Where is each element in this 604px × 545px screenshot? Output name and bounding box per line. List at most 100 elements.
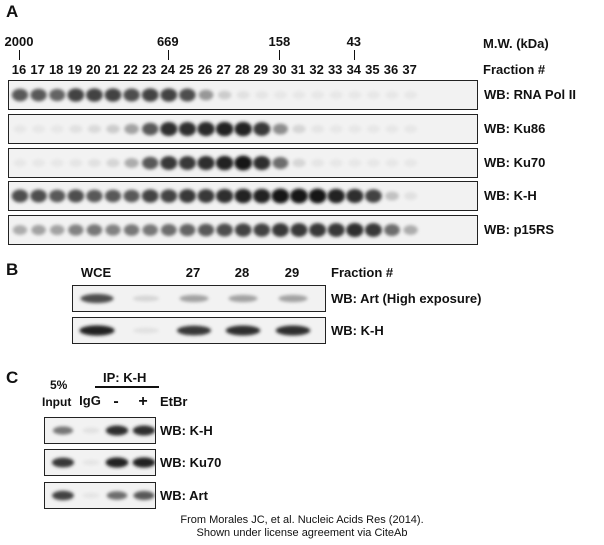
blot-a-5-band-2 — [31, 224, 46, 236]
blot-b-2-band-4 — [225, 325, 261, 336]
credit-line-2: Shown under license agreement via CiteAb — [196, 527, 408, 539]
blot-b-2-label: WB: K-H — [331, 322, 384, 338]
mw-tick-43 — [353, 50, 355, 60]
blot-a-5-band-5 — [86, 224, 103, 236]
blot-a-2-band-12 — [215, 121, 234, 137]
blot-a-5-band-18 — [327, 223, 345, 237]
blot-a-5-band-17 — [309, 223, 327, 237]
blot-a-5-band-16 — [290, 223, 308, 237]
blot-a-3-band-11 — [197, 156, 215, 170]
blot-a-1-band-21 — [385, 91, 399, 99]
blot-a-2-band-4 — [69, 124, 83, 134]
blot-a-3-band-17 — [311, 159, 325, 167]
blot-a-3-band-8 — [142, 156, 159, 170]
blot-a-3-band-7 — [124, 158, 139, 168]
blot-a-1-band-5 — [85, 88, 103, 102]
lane-b-27: 27 — [185, 265, 201, 280]
blot-c-2-band-1 — [51, 457, 75, 468]
blot-c-1-band-1 — [52, 426, 74, 435]
blot-b-2-band-5 — [275, 325, 311, 336]
blot-a-2-band-2 — [32, 125, 46, 133]
blot-a-4-band-3 — [49, 189, 66, 203]
blot-a-1-band-14 — [255, 91, 269, 99]
blot-b-1-band-4 — [228, 294, 258, 303]
blot-a-5-band-8 — [142, 224, 158, 236]
blot-a-4-band-4 — [67, 189, 85, 203]
blot-a-4 — [8, 181, 478, 211]
fraction-label-29: 29 — [253, 62, 269, 77]
blot-c-3 — [44, 482, 156, 509]
blot-a-2-band-1 — [13, 125, 27, 133]
blot-a-2-band-16 — [292, 124, 306, 134]
blot-a-5-band-4 — [68, 224, 84, 236]
blot-a-4-band-13 — [234, 188, 252, 204]
blot-a-5-band-13 — [234, 223, 252, 237]
blot-a-4-band-18 — [327, 188, 345, 204]
blot-a-1-band-4 — [67, 88, 85, 102]
blot-a-2-band-15 — [272, 123, 288, 135]
fraction-label-20: 20 — [86, 62, 101, 77]
blot-b-1-band-1 — [80, 293, 114, 304]
blot-a-4-band-6 — [104, 189, 122, 203]
ip-label: IP: K-H — [103, 370, 147, 385]
fraction-label-24: 24 — [160, 62, 176, 77]
blot-a-1-band-20 — [366, 91, 380, 99]
blot-c-3-band-3 — [106, 491, 128, 500]
blot-a-2-band-21 — [385, 125, 399, 133]
blot-a-5-band-20 — [364, 223, 382, 237]
blot-a-3-band-15 — [272, 157, 289, 169]
fraction-label-21: 21 — [104, 62, 120, 77]
blot-a-3 — [8, 148, 478, 178]
blot-a-1-band-9 — [160, 88, 178, 102]
blot-a-1-band-6 — [104, 88, 122, 102]
panel-c-letter: C — [6, 368, 19, 387]
blot-a-5-band-9 — [160, 224, 177, 236]
blot-a-3-band-6 — [106, 158, 120, 168]
input-label-top: 5% — [50, 378, 68, 392]
input-label-bottom: Input — [42, 395, 72, 409]
blot-a-1-band-2 — [30, 88, 47, 102]
fraction-label-18: 18 — [48, 62, 64, 77]
blot-a-2-band-13 — [234, 121, 252, 137]
blot-a-1-band-18 — [329, 91, 343, 99]
blot-a-5 — [8, 215, 478, 245]
blot-a-5-band-10 — [179, 223, 196, 237]
blot-a-1-band-12 — [217, 90, 232, 100]
blot-a-3-band-18 — [329, 159, 343, 167]
fraction-label-30: 30 — [272, 62, 287, 77]
fraction-label-27: 27 — [216, 62, 231, 77]
blot-a-2-band-17 — [311, 125, 325, 133]
lane-b-28: 28 — [234, 265, 250, 280]
ip-bracket-line — [95, 386, 159, 388]
blot-a-4-band-8 — [141, 189, 159, 203]
blot-a-3-band-19 — [348, 159, 362, 167]
blot-a-3-band-5 — [87, 158, 101, 168]
blot-b-2-band-3 — [176, 325, 212, 336]
blot-a-4-band-2 — [30, 189, 47, 203]
blot-a-1 — [8, 80, 478, 110]
blot-c-2-band-4 — [132, 457, 155, 468]
fraction-label-23: 23 — [141, 62, 157, 77]
lane-c-2: - — [113, 393, 119, 410]
blot-a-4-band-9 — [160, 189, 178, 203]
blot-b-1-band-5 — [278, 294, 308, 303]
fraction-label-19: 19 — [67, 62, 83, 77]
blot-a-5-band-1 — [12, 225, 28, 235]
blot-a-4-band-22 — [404, 191, 418, 201]
fraction-label-36: 36 — [383, 62, 399, 77]
blot-a-1-band-22 — [404, 91, 418, 99]
blot-a-3-band-9 — [160, 156, 178, 170]
blot-a-4-band-20 — [364, 189, 382, 203]
fraction-label-34: 34 — [346, 62, 362, 77]
blot-c-1-band-2 — [82, 427, 100, 434]
blot-c-3-label: WB: Art — [160, 487, 208, 503]
fraction-label-26: 26 — [197, 62, 213, 77]
blot-a-2-band-5 — [87, 124, 101, 134]
blot-a-4-band-14 — [253, 188, 271, 204]
blot-a-3-band-14 — [253, 156, 271, 170]
blot-a-3-band-2 — [32, 159, 46, 167]
blot-a-2-band-3 — [50, 125, 64, 133]
panel-a-letter: A — [6, 2, 19, 21]
blot-a-5-band-11 — [197, 223, 215, 237]
fraction-header-b: Fraction # — [331, 265, 394, 280]
